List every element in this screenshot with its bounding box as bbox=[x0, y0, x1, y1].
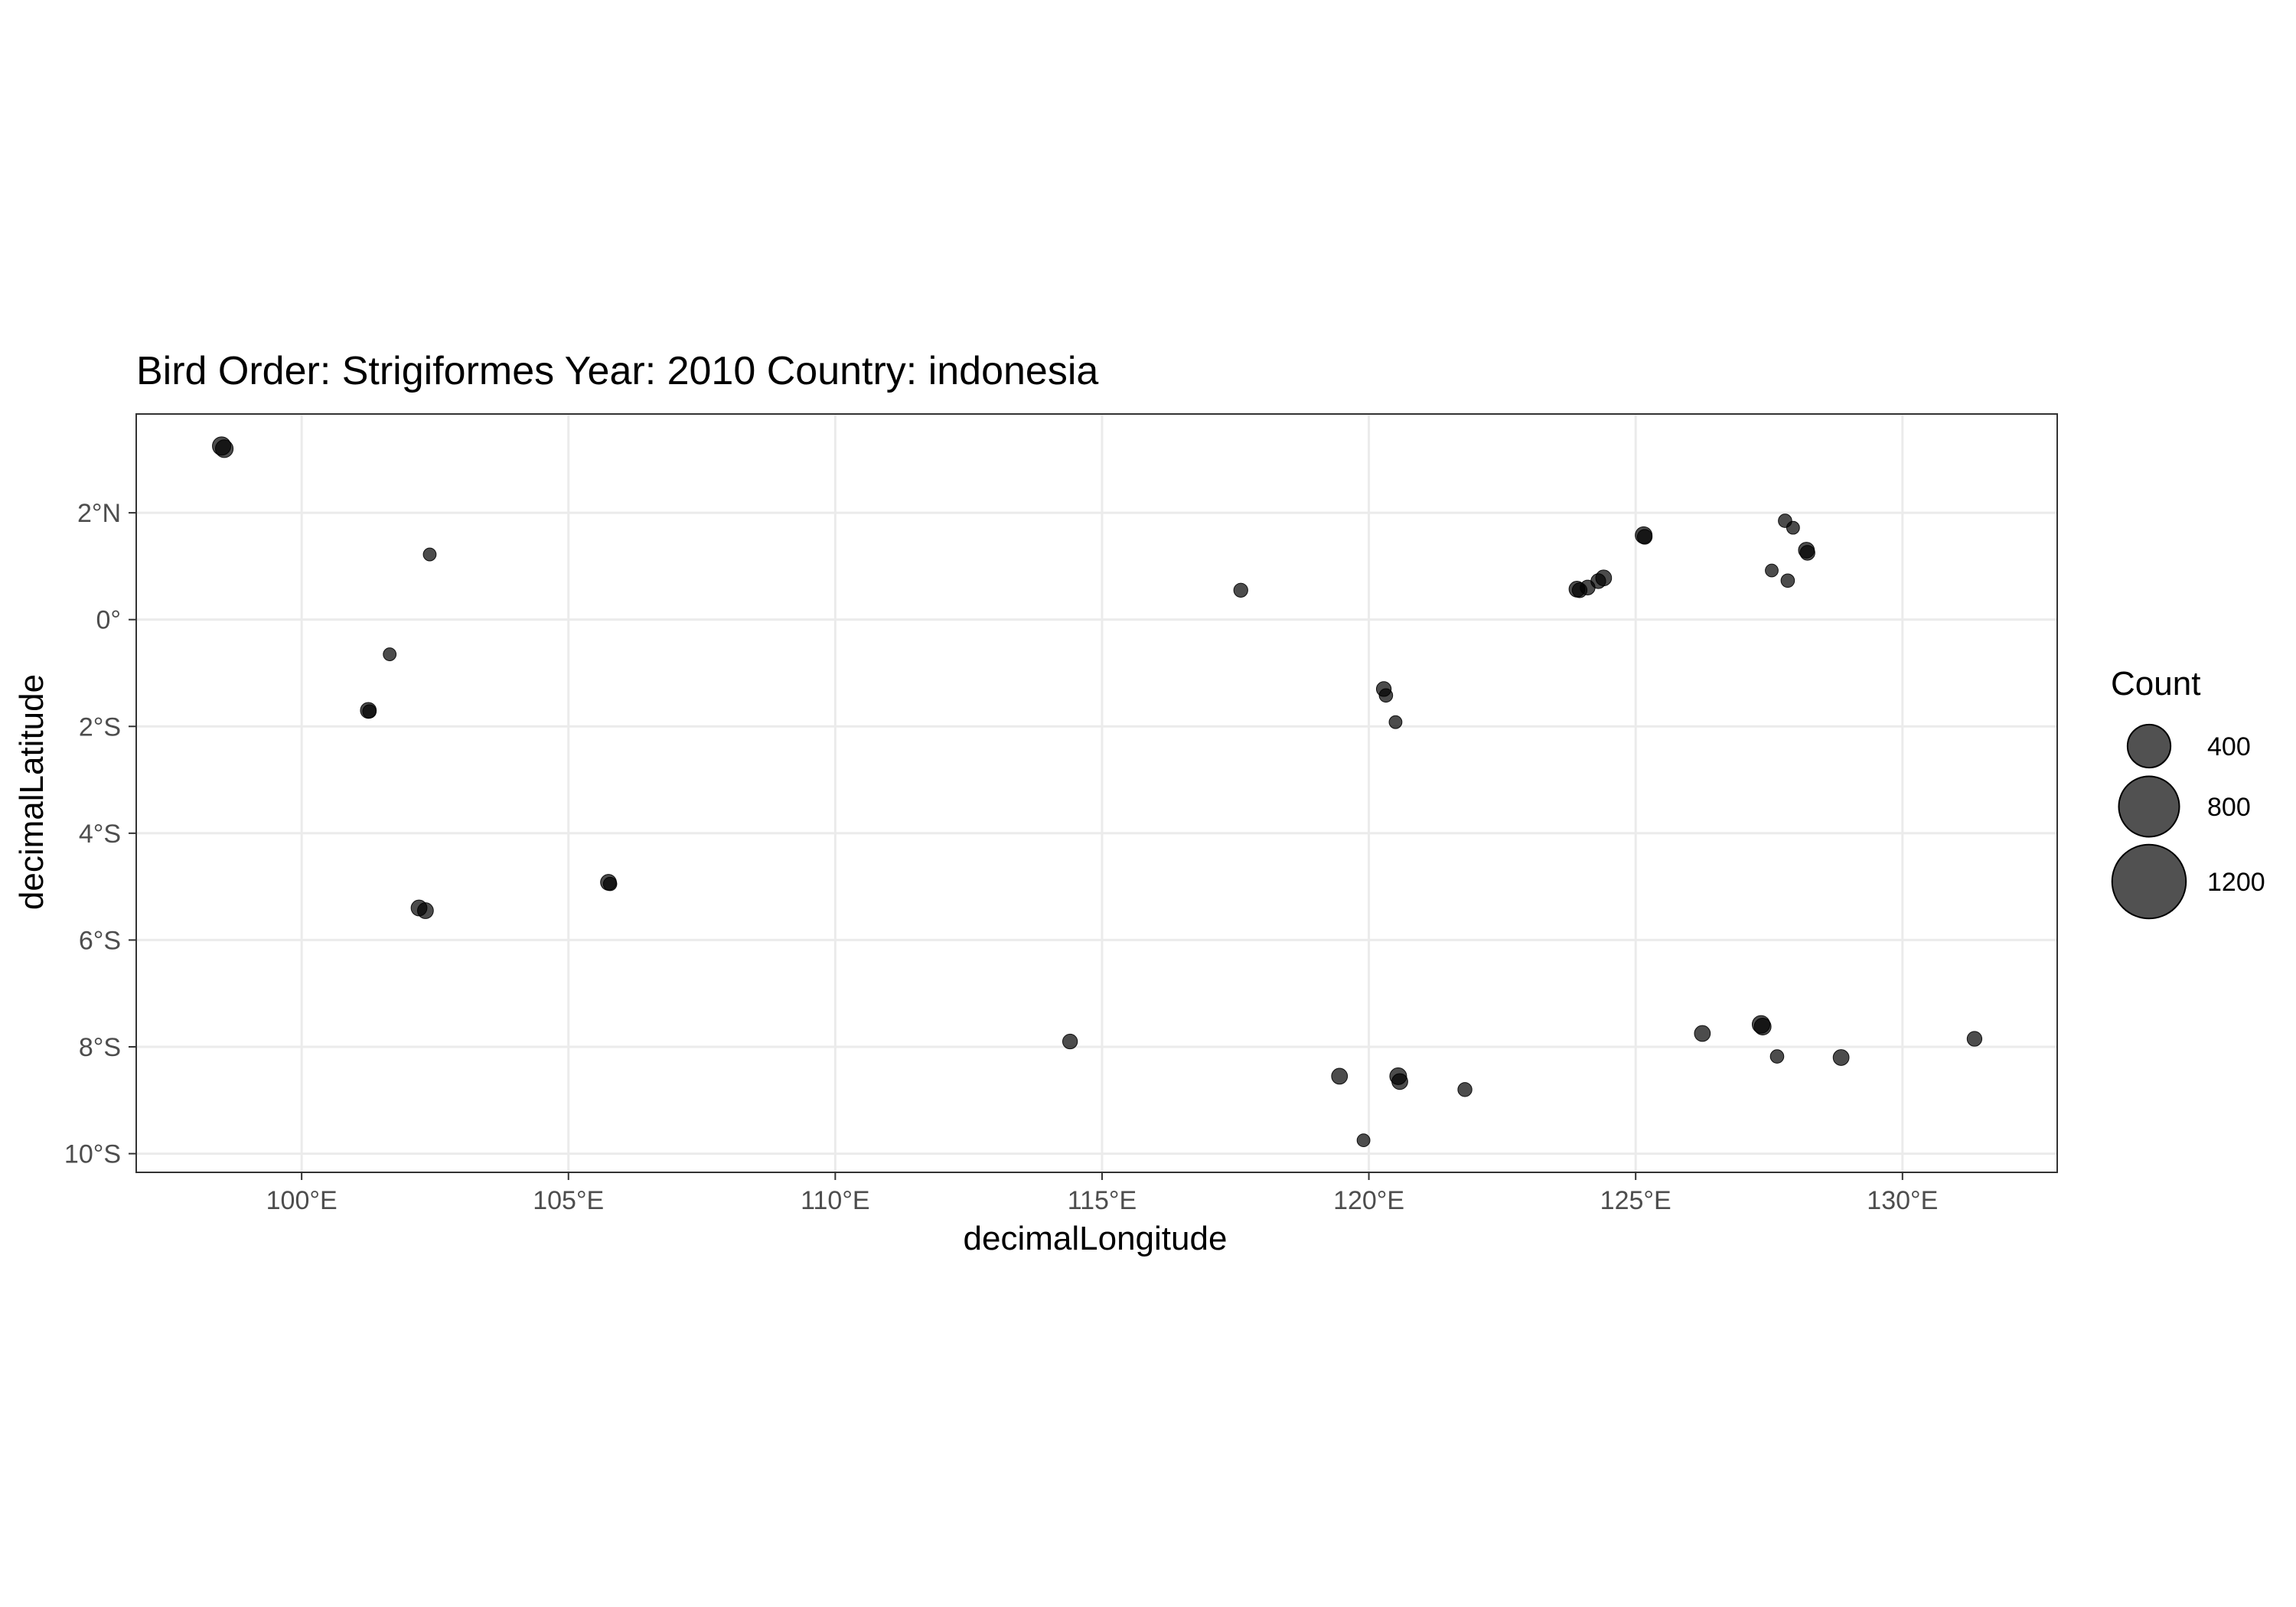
data-points bbox=[212, 436, 1983, 1148]
x-tick-label: 105°E bbox=[533, 1186, 604, 1215]
y-tick-label: 10°S bbox=[64, 1140, 121, 1169]
legend-key-circle bbox=[2118, 775, 2180, 838]
y-tick-label: 4°S bbox=[79, 820, 121, 849]
legend-key-circle bbox=[2111, 843, 2187, 920]
chart-title: Bird Order: Strigiformes Year: 2010 Coun… bbox=[136, 349, 1098, 393]
size-legend: Count 400 800 1200 bbox=[2111, 665, 2265, 920]
data-point bbox=[1753, 1017, 1772, 1035]
data-point bbox=[1062, 1033, 1078, 1050]
data-point bbox=[1966, 1031, 1983, 1047]
y-axis: 2°N 0° 2°S 4°S 6°S 8°S 10°S bbox=[64, 499, 136, 1169]
y-tick-label: 2°S bbox=[79, 712, 121, 742]
data-point bbox=[383, 647, 397, 661]
data-point bbox=[1378, 688, 1394, 703]
data-point bbox=[1595, 569, 1613, 587]
data-point bbox=[1636, 529, 1653, 545]
data-point bbox=[1356, 1133, 1371, 1148]
data-point bbox=[1331, 1068, 1349, 1085]
x-axis: 100°E 105°E 110°E 115°E 120°E 125°E 130°E bbox=[266, 1172, 1938, 1215]
x-tick-label: 120°E bbox=[1333, 1186, 1404, 1215]
panel-border bbox=[135, 413, 2058, 1173]
data-point bbox=[1388, 715, 1403, 729]
data-point bbox=[602, 876, 618, 892]
legend-key-label: 400 bbox=[2207, 732, 2251, 761]
data-point bbox=[1694, 1025, 1711, 1042]
data-point bbox=[417, 902, 434, 919]
legend-keys: 400 800 1200 bbox=[2111, 723, 2265, 920]
x-axis-title: decimalLongitude bbox=[964, 1220, 1228, 1257]
data-point bbox=[422, 547, 437, 562]
data-point bbox=[1799, 545, 1815, 561]
data-point bbox=[1457, 1082, 1473, 1097]
y-tick-label: 0° bbox=[96, 606, 121, 635]
data-point bbox=[1780, 573, 1795, 588]
x-tick-label: 125°E bbox=[1600, 1186, 1671, 1215]
legend-title: Count bbox=[2111, 665, 2200, 702]
data-point bbox=[362, 704, 377, 719]
y-tick-label: 2°N bbox=[77, 499, 121, 528]
legend-key-label: 1200 bbox=[2207, 868, 2265, 897]
x-tick-label: 110°E bbox=[801, 1186, 869, 1215]
data-point bbox=[1786, 520, 1800, 535]
data-point bbox=[214, 439, 234, 458]
data-point bbox=[1832, 1049, 1850, 1066]
x-tick-label: 100°E bbox=[266, 1186, 338, 1215]
data-point bbox=[1769, 1049, 1785, 1064]
data-point bbox=[1391, 1073, 1408, 1090]
legend-key-circle bbox=[2126, 723, 2172, 769]
plot-panel bbox=[135, 413, 2058, 1173]
y-tick-label: 6°S bbox=[79, 926, 121, 955]
y-tick-label: 8°S bbox=[79, 1033, 121, 1062]
x-tick-label: 115°E bbox=[1068, 1186, 1137, 1215]
grid-lines bbox=[136, 414, 2057, 1172]
y-axis-title: decimalLatitude bbox=[13, 674, 51, 910]
data-point bbox=[1765, 563, 1779, 578]
data-point bbox=[1233, 582, 1248, 598]
legend-key-label: 800 bbox=[2207, 793, 2251, 822]
x-tick-label: 130°E bbox=[1867, 1186, 1938, 1215]
